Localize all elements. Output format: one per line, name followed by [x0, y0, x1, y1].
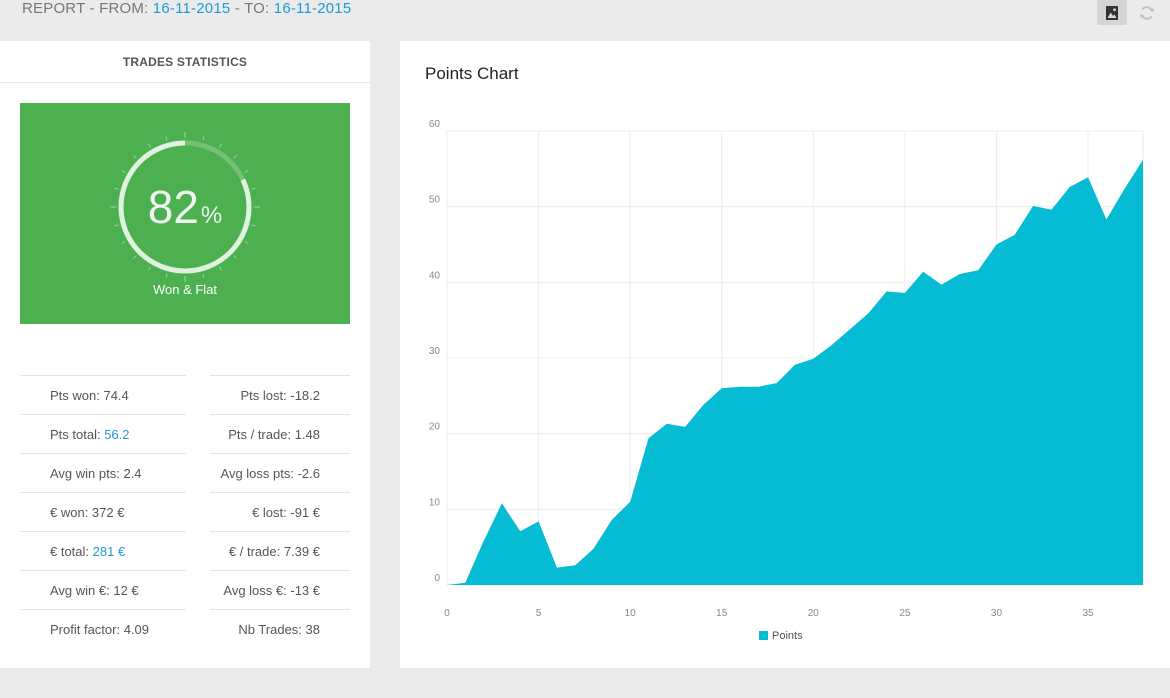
- eur-won: € won: 372 €: [20, 492, 186, 531]
- y-tick-label: 30: [429, 346, 441, 357]
- gauge-tick: [121, 241, 126, 244]
- y-tick-label: 60: [429, 119, 441, 130]
- pts-lost: Pts lost: -18.2: [210, 375, 350, 414]
- stat-row: Pts total: 56.2 Pts / trade: 1.48: [20, 414, 350, 453]
- to-prefix: - TO:: [230, 0, 274, 17]
- panel-title: TRADES STATISTICS: [0, 41, 370, 83]
- gauge-tick: [165, 273, 168, 278]
- trades-statistics-panel: TRADES STATISTICS 82% Won & Flat Pts won…: [0, 41, 370, 668]
- avg-win-pts: Avg win pts: 2.4: [20, 453, 186, 492]
- legend-label[interactable]: Points: [772, 630, 803, 642]
- image-icon: [1106, 5, 1118, 20]
- gauge-tick: [251, 224, 256, 227]
- x-tick-label: 5: [536, 608, 542, 619]
- gauge-tick: [114, 187, 119, 190]
- gauge-progress-arc: [118, 140, 252, 274]
- y-tick-label: 40: [429, 270, 441, 281]
- pts-won: Pts won: 74.4: [20, 375, 186, 414]
- avg-loss-pts: Avg loss pts: -2.6: [210, 453, 350, 492]
- gauge-tick: [244, 241, 249, 244]
- points-area-series[interactable]: [447, 159, 1143, 586]
- x-tick-label: 35: [1082, 608, 1094, 619]
- gauge-tick: [202, 273, 205, 278]
- profit-factor: Profit factor: 4.09: [20, 609, 186, 648]
- stats-grid: Pts won: 74.4 Pts lost: -18.2 Pts total:…: [20, 375, 350, 648]
- stat-row: Avg win €: 12 € Avg loss €: -13 €: [20, 570, 350, 609]
- points-chart-panel: Points Chart 0 10 20 30 40 50 60 0 5 10 15 20 25 30 35…: [400, 41, 1170, 668]
- legend-swatch: [759, 631, 768, 640]
- avg-loss-eur: Avg loss €: -13 €: [210, 570, 350, 609]
- gauge-tick: [121, 170, 126, 173]
- gauge-tick: [202, 136, 205, 141]
- refresh-button[interactable]: [1132, 0, 1162, 25]
- win-rate-value: 82%: [20, 179, 350, 244]
- export-image-button[interactable]: [1097, 0, 1127, 25]
- y-tick-label: 0: [434, 573, 440, 584]
- stat-row: Avg win pts: 2.4 Avg loss pts: -2.6: [20, 453, 350, 492]
- nb-trades: Nb Trades: 38: [210, 609, 350, 648]
- gauge-tick: [233, 155, 237, 159]
- stat-row: Profit factor: 4.09 Nb Trades: 38: [20, 609, 350, 648]
- x-tick-label: 20: [808, 608, 820, 619]
- x-tick-label: 30: [991, 608, 1003, 619]
- gauge-tick: [114, 224, 119, 227]
- gauge-unit: %: [200, 202, 223, 229]
- y-tick-label: 20: [429, 422, 441, 433]
- report-title: REPORT - FROM: 16-11-2015 - TO: 16-11-20…: [22, 0, 351, 17]
- gauge-tick: [133, 155, 137, 159]
- report-header: REPORT - FROM: 16-11-2015 - TO: 16-11-20…: [0, 0, 1170, 40]
- stat-row: € total: 281 € € / trade: 7.39 €: [20, 531, 350, 570]
- pts-total: Pts total: 56.2: [20, 414, 186, 453]
- report-prefix: REPORT - FROM:: [22, 0, 153, 17]
- gauge-label: Won & Flat: [152, 282, 218, 297]
- points-chart[interactable]: 0 10 20 30 40 50 60 0 5 10 15 20 25 30 35 Points: [400, 41, 1170, 668]
- stat-row: Pts won: 74.4 Pts lost: -18.2: [20, 375, 350, 414]
- eur-total: € total: 281 €: [20, 531, 186, 570]
- x-tick-label: 25: [899, 608, 911, 619]
- gauge-tick: [148, 266, 151, 271]
- gauge-tick: [165, 136, 168, 141]
- win-rate-gauge: [110, 132, 260, 282]
- x-tick-label: 10: [625, 608, 637, 619]
- gauge-tick: [244, 170, 249, 173]
- eur-per-trade: € / trade: 7.39 €: [210, 531, 350, 570]
- win-rate-box: 82% Won & Flat: [20, 103, 350, 324]
- gauge-tick: [133, 255, 137, 259]
- refresh-icon: [1140, 5, 1154, 20]
- gauge-tick: [219, 143, 222, 148]
- stat-row: € won: 372 € € lost: -91 €: [20, 492, 350, 531]
- gauge-tick: [251, 187, 256, 190]
- gauge-tick: [148, 143, 151, 148]
- gauge-tick: [219, 266, 222, 271]
- chart-title: Points Chart: [425, 64, 519, 83]
- y-tick-label: 10: [429, 497, 441, 508]
- to-date[interactable]: 16-11-2015: [273, 0, 352, 17]
- pts-per-trade: Pts / trade: 1.48: [210, 414, 350, 453]
- eur-lost: € lost: -91 €: [210, 492, 350, 531]
- x-tick-label: 15: [716, 608, 728, 619]
- from-date[interactable]: 16-11-2015: [152, 0, 231, 17]
- avg-win-eur: Avg win €: 12 €: [20, 570, 186, 609]
- x-tick-label: 0: [444, 608, 450, 619]
- y-tick-label: 50: [429, 195, 441, 206]
- gauge-tick: [233, 255, 237, 259]
- gauge-number: 82: [147, 181, 199, 233]
